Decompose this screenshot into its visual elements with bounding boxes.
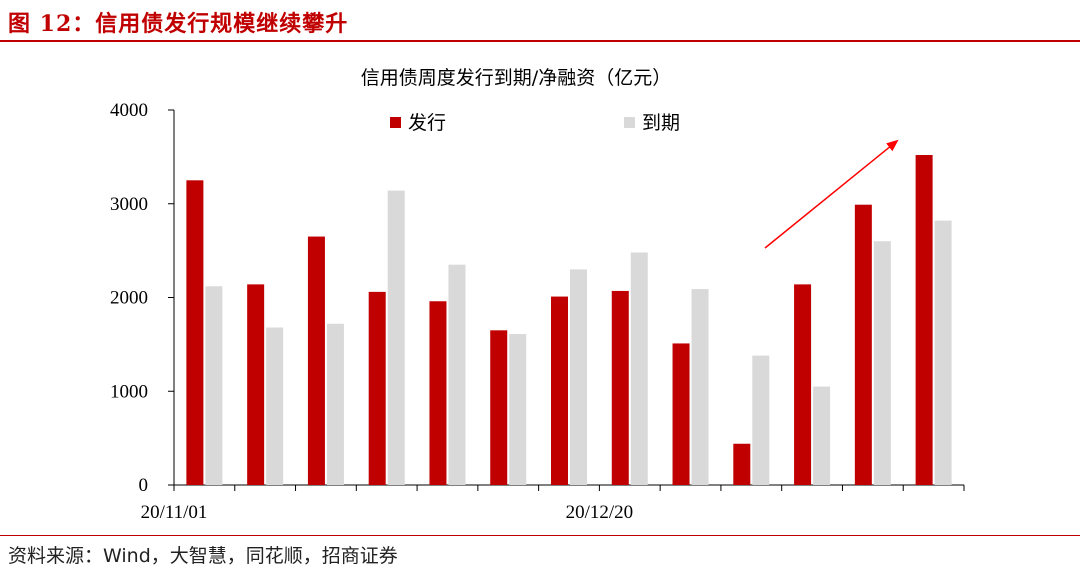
bar-maturity <box>448 264 466 485</box>
bottom-rule <box>0 535 1080 536</box>
bar-maturity <box>630 252 648 485</box>
bar-maturity <box>266 327 284 485</box>
trend-arrow <box>764 139 899 249</box>
y-tick-label: 0 <box>139 475 149 496</box>
chart-title: 信用债周度发行到期/净融资（亿元） <box>361 67 671 89</box>
legend-label: 到期 <box>642 112 680 134</box>
legend-swatch <box>390 117 401 128</box>
x-axis: 20/11/01 20/12/20 <box>141 484 965 523</box>
top-rule <box>0 40 1080 42</box>
bar-issuance <box>672 343 690 485</box>
bars <box>186 155 952 485</box>
source-note: 资料来源：Wind，大智慧，同花顺，招商证券 <box>8 545 398 567</box>
bar-maturity <box>205 286 223 485</box>
bar-maturity <box>570 269 587 485</box>
y-tick-label: 2000 <box>110 288 148 309</box>
bar-maturity <box>326 323 344 485</box>
bar-issuance <box>794 284 812 485</box>
bar-maturity <box>873 241 891 485</box>
x-tick-label: 20/11/01 <box>141 502 208 523</box>
legend-swatch <box>624 117 635 128</box>
bar-issuance <box>186 180 204 485</box>
bar-issuance <box>368 291 386 485</box>
bar-issuance <box>490 330 508 485</box>
chart: 信用债周度发行到期/净融资（亿元） 发行 到期 0 1000 2000 3000 4000… <box>110 67 965 523</box>
bar-issuance <box>733 443 751 485</box>
bar-maturity <box>691 289 709 485</box>
bar-maturity <box>934 220 952 485</box>
bar-maturity <box>813 386 831 485</box>
figure-label: 图 12：信用债发行规模继续攀升 <box>8 11 349 37</box>
legend-label: 发行 <box>408 112 446 134</box>
bar-issuance <box>247 284 265 485</box>
y-tick-label: 3000 <box>110 194 148 215</box>
y-axis: 0 1000 2000 3000 4000 <box>110 100 175 496</box>
bar-issuance <box>307 236 325 485</box>
bar-issuance <box>854 204 872 485</box>
bar-maturity <box>509 334 527 485</box>
y-tick-label: 4000 <box>110 100 148 121</box>
bar-issuance <box>551 296 568 485</box>
bar-issuance <box>429 301 447 485</box>
bar-issuance <box>611 290 629 485</box>
bar-maturity <box>752 355 770 485</box>
bar-issuance <box>915 155 933 485</box>
bar-maturity <box>387 190 405 485</box>
y-tick-label: 1000 <box>110 381 148 402</box>
legend: 发行 到期 <box>390 112 680 134</box>
x-tick-label: 20/12/20 <box>566 502 634 523</box>
